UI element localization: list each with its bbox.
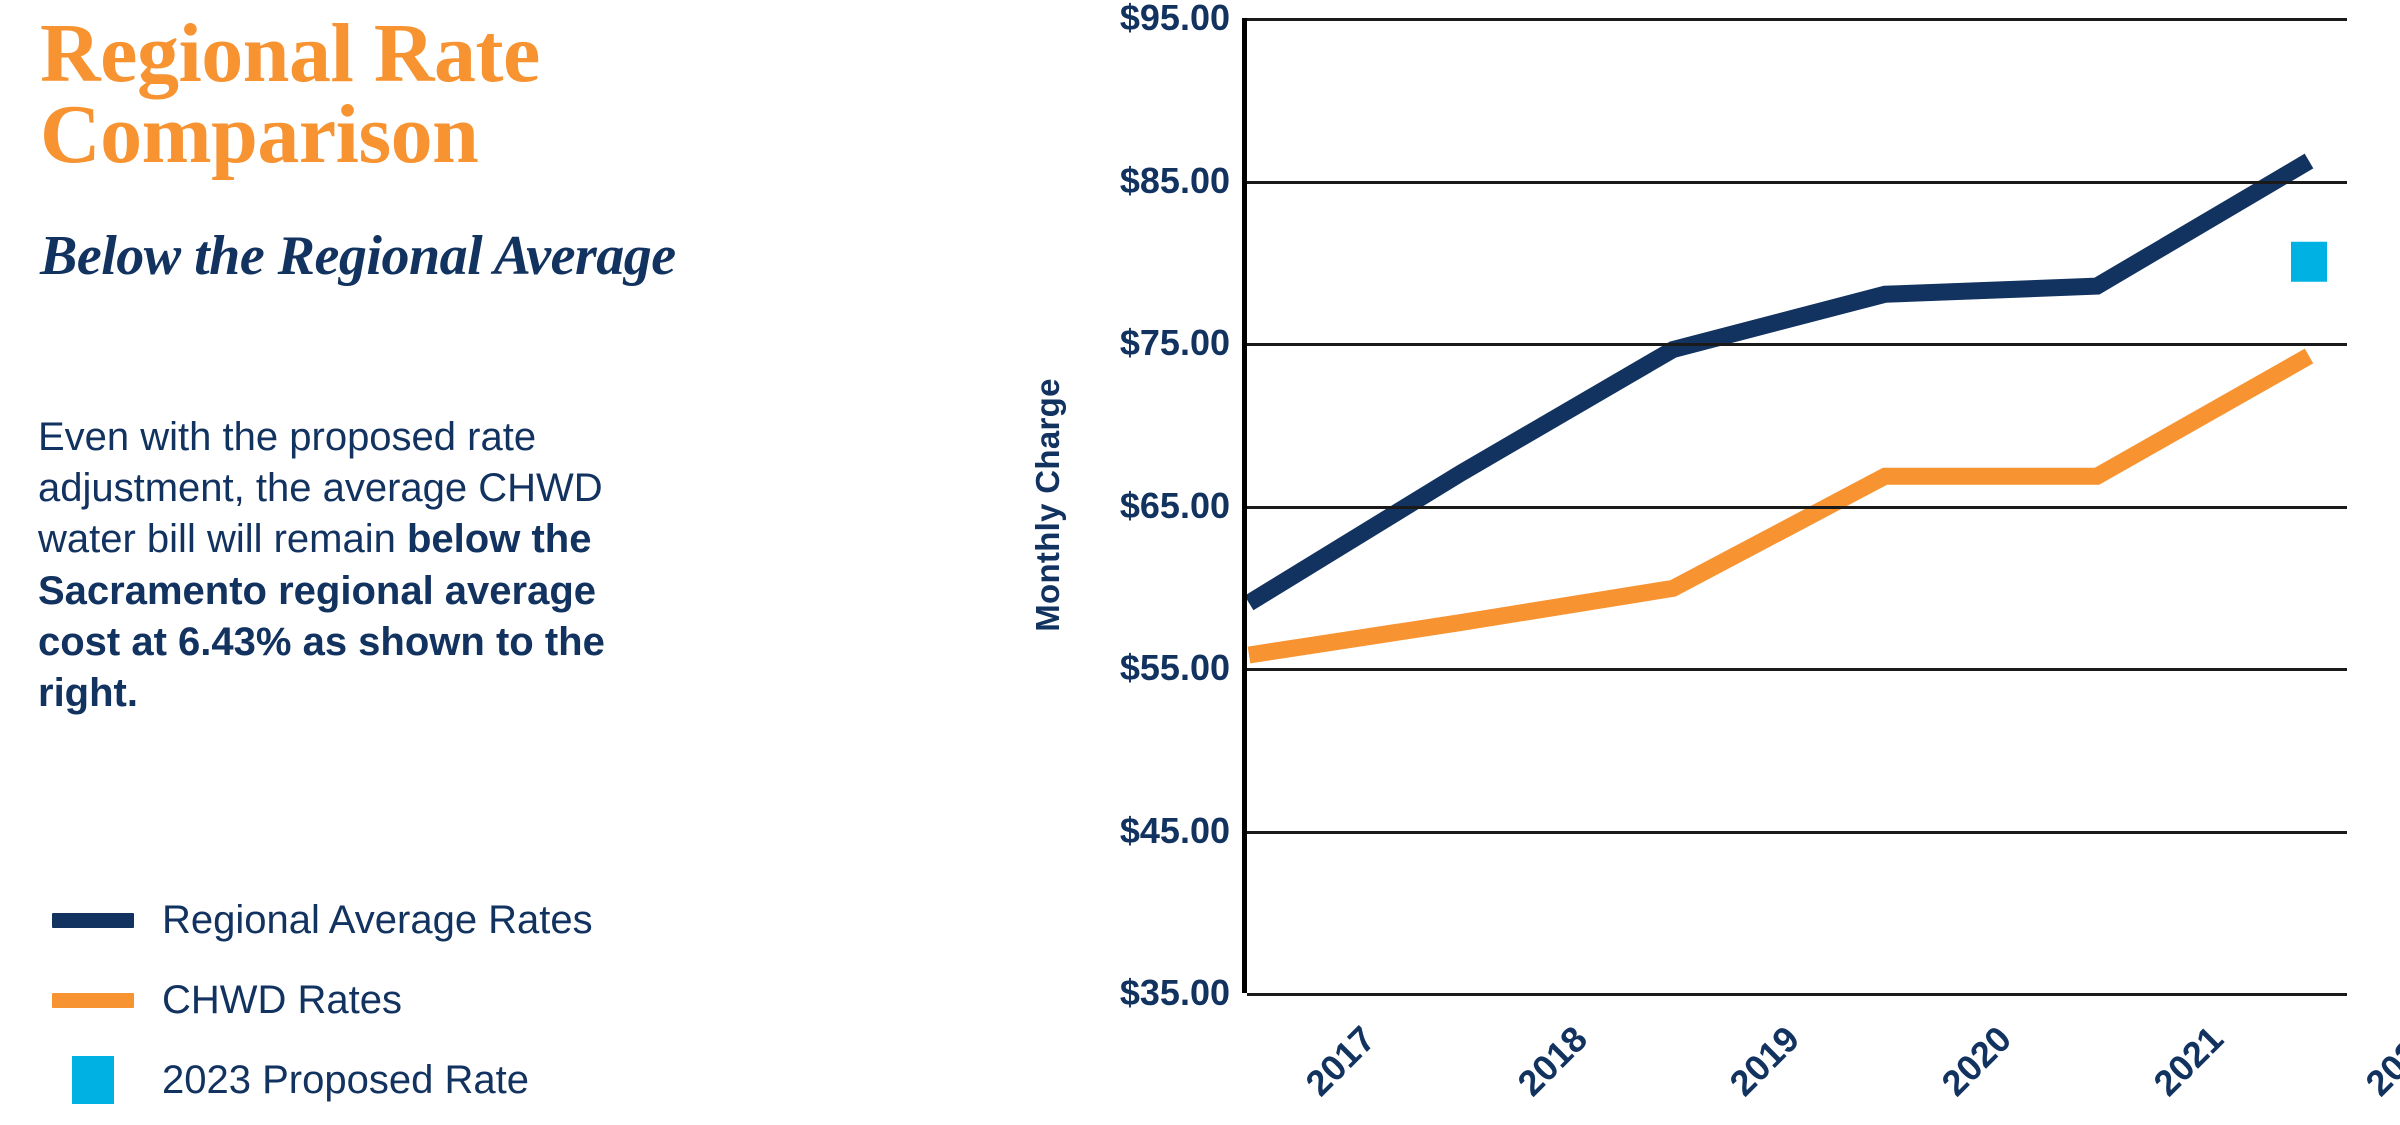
x-axis-tick-label: 2021 (2145, 1018, 2232, 1104)
page-title: Regional Rate Comparison (40, 7, 540, 181)
y-axis-tick-label: $35.00 (1119, 972, 1230, 1013)
x-axis-tick-label: 2020 (1933, 1018, 2020, 1104)
gridline (1247, 668, 2347, 671)
y-axis-title: Monthly Charge (1020, 0, 1076, 1010)
body-paragraph: Even with the proposed rate adjustment, … (38, 412, 638, 719)
x-axis-tick-label: 2022 (2357, 1018, 2400, 1104)
y-axis-tick-labels: $95.00 $85.00 $75.00 $65.00 $55.00 $45.00 $35.… (1076, 0, 1242, 1013)
body-bold-text: below the Sacramento regional average co… (38, 517, 605, 715)
series-line (1247, 153, 2314, 611)
legend-item-label: 2023 Proposed Rate (162, 1057, 529, 1102)
legend-item-chwd-rates[interactable]: CHWD Rates (38, 960, 738, 1040)
legend-item-label: CHWD Rates (162, 977, 403, 1022)
plot-area (1242, 18, 2347, 996)
gridline (1247, 180, 2347, 184)
legend-square-swatch-icon (72, 1056, 114, 1104)
subtitle: Below the Regional Average (40, 225, 676, 287)
legend-item-2023-proposed[interactable]: 2023 Proposed Rate (38, 1040, 738, 1120)
y-axis-tick-label: $45.00 (1119, 809, 1230, 851)
legend-line-swatch-icon (52, 992, 134, 1008)
gridline (1247, 505, 2347, 509)
legend-item-regional-average[interactable]: Regional Average Rates (38, 880, 738, 960)
legend-line-swatch-icon (52, 912, 134, 928)
x-axis-tick-label: 2019 (1721, 1018, 1808, 1104)
gridline (1247, 343, 2347, 346)
proposed-rate-marker (2291, 241, 2327, 282)
x-axis-tick-label: 2018 (1509, 1018, 1596, 1104)
gridline (1247, 18, 2347, 21)
series-line (1247, 348, 2314, 664)
gridline (1247, 993, 2347, 996)
gridline (1247, 830, 2347, 834)
legend-swatch-wrap (38, 992, 148, 1008)
legend-swatch-wrap (38, 1056, 148, 1104)
y-axis-tick-label: $95.00 (1119, 0, 1230, 38)
x-axis-tick-label: 2017 (1297, 1018, 1384, 1104)
body-normal-text: Even with the proposed rate adjustment, … (38, 415, 603, 562)
text-panel: Regional Rate Comparison Below the Regio… (0, 0, 1020, 1125)
series-lines (1247, 153, 2327, 664)
chart-legend: Regional Average Rates CHWD Rates 2023 P… (38, 880, 738, 1120)
y-axis-title-label: Monthly Charge (1029, 378, 1067, 632)
y-axis-tick-label: $65.00 (1119, 484, 1230, 526)
legend-swatch-wrap (38, 912, 148, 928)
x-axis-tick-labels: 2017 2018 2019 2020 2021 2022 (1242, 1012, 2400, 1122)
y-axis-tick-label: $75.00 (1119, 322, 1230, 363)
y-axis-tick-label: $55.00 (1119, 647, 1230, 688)
line-chart: Monthly Charge $95.00 $85.00 $75.00 $65.00 $… (1020, 0, 2400, 1125)
legend-item-label: Regional Average Rates (162, 897, 593, 942)
y-axis-tick-label: $85.00 (1119, 159, 1230, 201)
